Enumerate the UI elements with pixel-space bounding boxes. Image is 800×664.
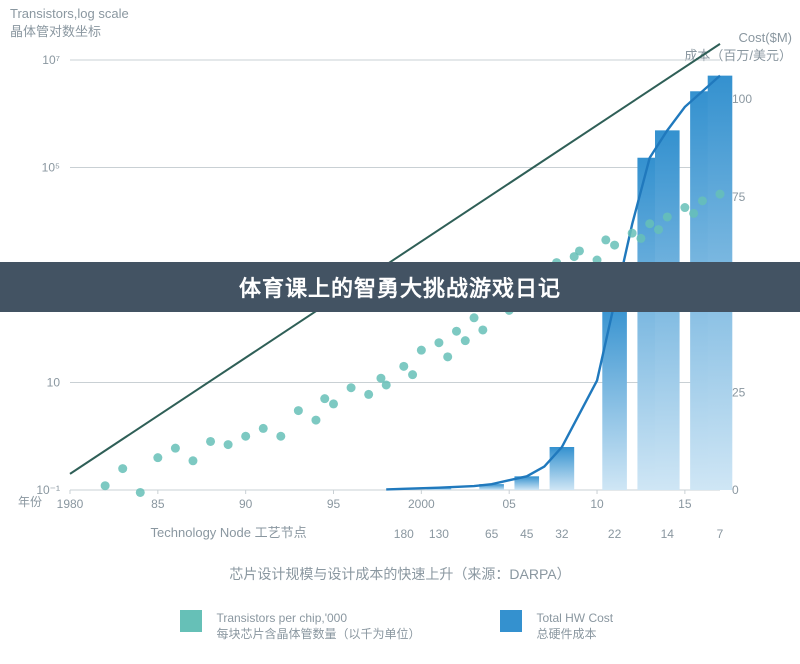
svg-text:85: 85 <box>151 497 165 511</box>
svg-text:05: 05 <box>503 497 517 511</box>
legend-cost-line2: 总硬件成本 <box>536 627 596 641</box>
svg-text:10: 10 <box>47 376 61 390</box>
legend-transistors: Transistors per chip,'000 每块芯片含晶体管数量（以千为… <box>180 610 420 642</box>
svg-text:0: 0 <box>732 483 739 497</box>
legend-transistors-swatch <box>180 610 202 632</box>
svg-text:10⁷: 10⁷ <box>42 53 60 67</box>
overlay-banner: 体育课上的智勇大挑战游戏日记 <box>0 262 800 312</box>
svg-text:45: 45 <box>520 527 534 541</box>
svg-text:2000: 2000 <box>408 497 435 511</box>
overlay-text: 体育课上的智勇大挑战游戏日记 <box>239 271 561 303</box>
svg-text:10⁵: 10⁵ <box>42 161 60 175</box>
svg-text:90: 90 <box>239 497 253 511</box>
svg-text:130: 130 <box>429 527 449 541</box>
svg-text:14: 14 <box>661 527 675 541</box>
scatter-layer <box>101 190 725 497</box>
svg-text:10: 10 <box>590 497 604 511</box>
svg-text:75: 75 <box>732 190 746 204</box>
svg-text:180: 180 <box>394 527 414 541</box>
svg-text:25: 25 <box>732 385 746 399</box>
svg-text:1980: 1980 <box>57 497 84 511</box>
svg-text:100: 100 <box>732 92 752 106</box>
svg-text:7: 7 <box>717 527 724 541</box>
tech-node-label: Technology Node 工艺节点 <box>151 525 307 542</box>
svg-text:15: 15 <box>678 497 692 511</box>
legend-cost: Total HW Cost 总硬件成本 <box>500 610 613 642</box>
legend-cost-swatch <box>500 610 522 632</box>
legend-transistors-line1: Transistors per chip,'000 <box>216 611 347 625</box>
svg-text:65: 65 <box>485 527 499 541</box>
legend-cost-line1: Total HW Cost <box>536 611 613 625</box>
svg-text:32: 32 <box>555 527 569 541</box>
chart-caption: 芯片设计规模与设计成本的快速上升（来源：DARPA） <box>0 565 800 583</box>
chart-container: Transistors,log scale 晶体管对数坐标 Cost($M) 成… <box>0 0 800 664</box>
legend-transistors-line2: 每块芯片含晶体管数量（以千为单位） <box>216 627 420 641</box>
svg-text:95: 95 <box>327 497 341 511</box>
svg-text:22: 22 <box>608 527 622 541</box>
year-axis-label: 年份 <box>18 495 42 511</box>
